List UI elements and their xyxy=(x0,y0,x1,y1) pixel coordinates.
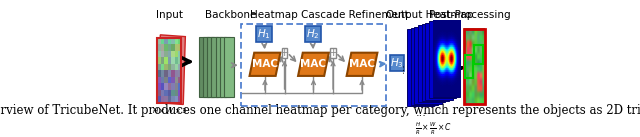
Bar xyxy=(415,27,442,104)
Bar xyxy=(429,21,456,98)
Polygon shape xyxy=(347,53,378,76)
Text: Figure 2. Overview of TricubeNet. It produces one channel heatmap per category, : Figure 2. Overview of TricubeNet. It pro… xyxy=(0,104,640,117)
Text: $H_3$: $H_3$ xyxy=(390,56,404,70)
Bar xyxy=(464,29,485,105)
Text: $H_2$: $H_2$ xyxy=(306,27,319,41)
Bar xyxy=(207,37,218,97)
Bar xyxy=(407,29,435,106)
Text: MAC: MAC xyxy=(252,59,278,69)
Text: Backbone: Backbone xyxy=(205,10,256,20)
Polygon shape xyxy=(298,53,329,76)
Text: Output Heatmap: Output Heatmap xyxy=(386,10,474,20)
Polygon shape xyxy=(250,53,280,76)
Text: $H_1$: $H_1$ xyxy=(257,27,271,41)
Polygon shape xyxy=(158,35,186,105)
Bar xyxy=(282,48,287,58)
Text: Input: Input xyxy=(156,10,183,20)
Bar xyxy=(305,26,321,42)
Bar xyxy=(474,45,483,64)
Bar xyxy=(216,37,226,97)
Bar xyxy=(199,37,209,97)
Bar xyxy=(390,55,403,72)
Text: MAC: MAC xyxy=(349,59,375,69)
Text: +: + xyxy=(280,48,289,58)
Text: Post-Processing: Post-Processing xyxy=(429,10,511,20)
Bar xyxy=(211,37,222,97)
Bar xyxy=(224,37,234,97)
Text: ...: ... xyxy=(415,108,426,118)
Bar xyxy=(257,26,272,42)
Text: $H\times W\times3$: $H\times W\times3$ xyxy=(152,106,187,115)
Text: +: + xyxy=(328,48,338,58)
Bar xyxy=(203,37,214,97)
Bar xyxy=(411,28,438,105)
Bar xyxy=(433,20,460,97)
Bar xyxy=(220,37,230,97)
Bar xyxy=(418,25,445,102)
Text: $\frac{H}{R}\times\frac{W}{R}\times C$: $\frac{H}{R}\times\frac{W}{R}\times C$ xyxy=(415,121,452,137)
Text: MAC: MAC xyxy=(300,59,326,69)
Bar xyxy=(422,24,449,101)
Text: ...: ... xyxy=(396,62,406,73)
Bar xyxy=(157,38,181,103)
Bar xyxy=(426,23,452,100)
Text: Heatmap Cascade Refinement: Heatmap Cascade Refinement xyxy=(250,10,409,20)
Bar xyxy=(465,55,474,78)
Bar xyxy=(330,48,336,58)
